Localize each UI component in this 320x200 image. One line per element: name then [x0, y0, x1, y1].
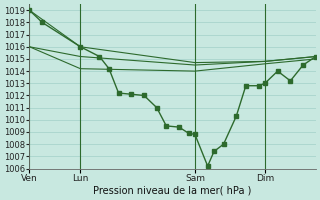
- X-axis label: Pression niveau de la mer( hPa ): Pression niveau de la mer( hPa ): [93, 186, 252, 196]
